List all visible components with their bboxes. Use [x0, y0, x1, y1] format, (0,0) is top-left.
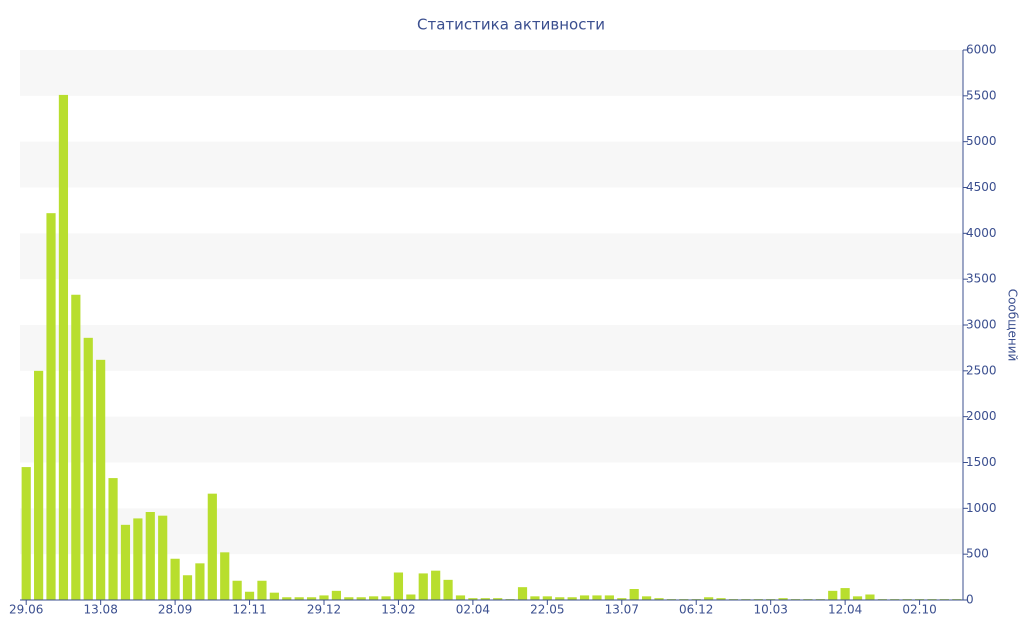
y-tick-label: 2500 [966, 363, 997, 377]
y-tick-label: 5000 [966, 134, 997, 148]
bar [542, 596, 552, 600]
y-tick-label: 5500 [966, 88, 997, 102]
bar [716, 598, 726, 600]
bar [381, 596, 391, 600]
bar [269, 592, 279, 600]
y-tick-label: 0 [966, 593, 974, 607]
x-tick-label: 29.12 [307, 603, 341, 617]
bar [294, 597, 304, 600]
x-tick-label: 28.09 [158, 603, 192, 617]
chart-title: Статистика активности [417, 16, 605, 34]
grid-band [20, 508, 963, 555]
bar [356, 597, 366, 600]
bar [319, 595, 329, 600]
bar [828, 590, 838, 600]
bar [704, 597, 714, 600]
bar [778, 598, 788, 600]
bar [170, 558, 180, 600]
bar [145, 512, 155, 600]
bar [120, 524, 131, 600]
bar [406, 594, 416, 600]
bar [517, 587, 528, 600]
grid-band [20, 50, 963, 96]
y-tick-label: 500 [966, 547, 989, 561]
x-tick-label: 06.12 [679, 603, 713, 617]
bar [96, 359, 106, 600]
bar [21, 467, 31, 600]
bar [108, 478, 118, 600]
bar [555, 597, 565, 600]
bar [393, 572, 404, 600]
bar [617, 598, 627, 600]
bar [207, 493, 217, 600]
bar [369, 596, 379, 600]
bar [34, 370, 44, 600]
bar [455, 595, 466, 600]
bar [852, 596, 863, 600]
bar [840, 588, 850, 600]
x-tick-label: 29.06 [9, 603, 43, 617]
y-tick-label: 3000 [966, 318, 997, 332]
bar [182, 575, 193, 600]
bar [331, 590, 341, 600]
x-tick-label: 02.04 [456, 603, 490, 617]
bar [71, 294, 81, 600]
y-tick-label: 6000 [966, 43, 997, 57]
y-axis-label: Сообщений [1006, 289, 1020, 362]
bar [443, 579, 453, 600]
bar [642, 596, 652, 600]
bar [567, 597, 577, 600]
bar [133, 518, 143, 600]
bar [306, 597, 317, 600]
y-tick-label: 1000 [966, 501, 997, 515]
x-tick-label: 13.02 [381, 603, 415, 617]
x-tick-label: 13.08 [83, 603, 117, 617]
bar [83, 337, 93, 600]
x-tick-label: 02.10 [902, 603, 936, 617]
grid-band [20, 233, 963, 280]
bar [431, 570, 441, 600]
y-tick-label: 3500 [966, 272, 997, 286]
y-tick-label: 1500 [966, 455, 997, 469]
bar [46, 213, 56, 600]
bar [158, 515, 168, 600]
grid-band [20, 416, 963, 463]
bar [344, 597, 354, 600]
x-tick-label: 13.07 [605, 603, 639, 617]
bar [865, 594, 875, 600]
grid-band [20, 141, 963, 188]
x-tick-label: 10.03 [753, 603, 787, 617]
bar [244, 591, 255, 600]
bar [220, 552, 230, 600]
x-tick-label: 12.11 [232, 603, 266, 617]
bar [232, 580, 242, 600]
bar [468, 598, 478, 600]
bar [58, 94, 69, 601]
y-tick-label: 2000 [966, 409, 997, 423]
y-tick-label: 4000 [966, 226, 997, 240]
bar [654, 598, 664, 600]
x-tick-label: 12.04 [828, 603, 862, 617]
bar [592, 595, 602, 600]
bar [418, 573, 428, 600]
bar [257, 580, 267, 600]
bar [480, 598, 490, 600]
bar [604, 595, 614, 600]
y-tick-label: 4500 [966, 180, 997, 194]
grid-band [20, 325, 963, 371]
bar [282, 597, 292, 600]
bar [579, 595, 590, 600]
x-tick-label: 22.05 [530, 603, 564, 617]
bar [530, 596, 540, 600]
bar [629, 589, 639, 600]
bar [195, 563, 205, 600]
bar [493, 598, 503, 600]
